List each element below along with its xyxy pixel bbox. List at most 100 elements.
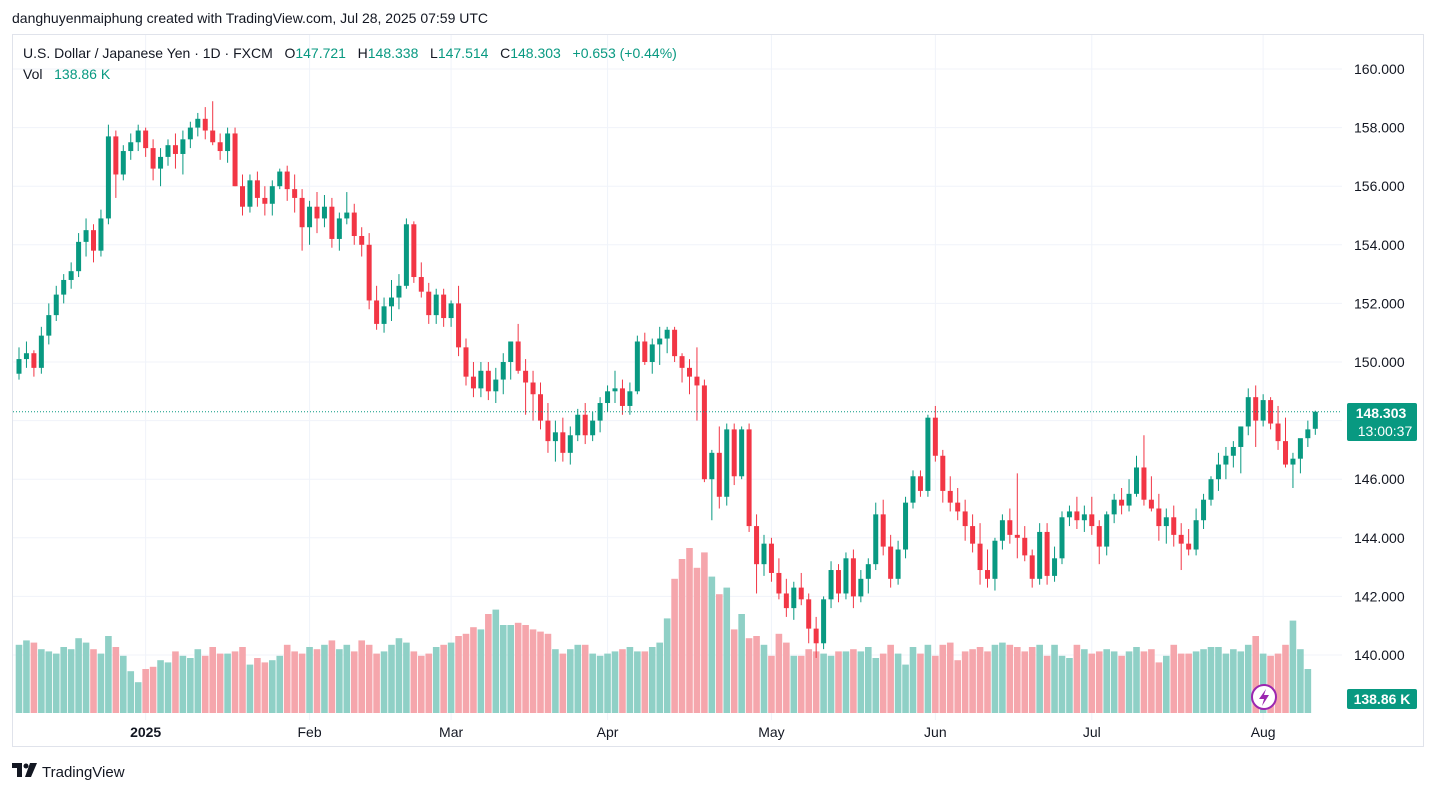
candle-body (292, 189, 298, 198)
volume-bar (142, 669, 149, 713)
candle-body (664, 329, 670, 339)
candle (366, 233, 372, 310)
volume-bar (902, 664, 909, 713)
candle (463, 338, 469, 386)
candle (768, 537, 774, 582)
candle (761, 534, 767, 576)
volume-bar (559, 653, 567, 713)
volume-bar (693, 567, 701, 713)
candle-body (120, 151, 126, 175)
candle (508, 341, 514, 380)
volume-bar (701, 552, 708, 713)
candle (128, 133, 134, 160)
candle (1148, 476, 1154, 512)
volume-bar (134, 682, 142, 713)
volume-badge-value: 138.86 K (1354, 691, 1411, 707)
volume-bar (969, 649, 976, 713)
candle (262, 186, 268, 216)
volume-bar (358, 640, 365, 713)
candle-body (977, 543, 983, 571)
candle (947, 476, 953, 512)
candle (1096, 520, 1102, 565)
volume-bar (574, 644, 582, 713)
x-axis-ticks: 2025 Feb Mar Apr May Jun Jul Aug (130, 724, 1276, 740)
candle-body (947, 490, 953, 503)
y-tick-label: 150.000 (1354, 354, 1405, 370)
volume-bar (1304, 669, 1312, 713)
candle-body (478, 370, 484, 389)
candle-body (240, 186, 245, 207)
candle-body (962, 511, 968, 527)
candle-body (530, 382, 536, 395)
volume-bar (1185, 653, 1192, 713)
candle-body (1104, 514, 1110, 547)
volume-bar (887, 644, 894, 713)
candle-body (1081, 514, 1087, 521)
volume-bar (723, 587, 731, 713)
candle (1253, 385, 1259, 447)
candle-body (61, 279, 67, 295)
candle (716, 426, 722, 509)
candle-body (754, 526, 760, 565)
candle-body (1223, 455, 1229, 465)
footer-brand[interactable]: TradingView (12, 763, 125, 781)
candle-body (1089, 514, 1095, 527)
volume-bar (1036, 644, 1043, 713)
volume-bar (708, 576, 716, 713)
candle-body (374, 300, 380, 324)
candle-body (1074, 511, 1080, 521)
candle (776, 558, 782, 600)
candle-body (158, 156, 164, 169)
candle (664, 326, 670, 354)
volume-bar (455, 636, 462, 713)
volume-badge: 138.86 K (1347, 689, 1417, 709)
candle (649, 338, 655, 374)
volume-bar (581, 644, 589, 713)
candle-body (724, 429, 730, 497)
candle-body (1245, 397, 1251, 427)
volume-bar (1006, 644, 1014, 713)
candle (895, 540, 901, 585)
volume-bar (82, 642, 90, 713)
volume-bar (60, 647, 67, 713)
candle (523, 359, 529, 415)
candle-body (247, 180, 253, 207)
candle-body (448, 303, 454, 319)
candle (329, 197, 335, 248)
candle-body (31, 353, 37, 368)
candle-body (1096, 526, 1102, 547)
candle (1260, 394, 1266, 427)
volume-bar (775, 633, 783, 713)
candle-body (1305, 429, 1311, 439)
volume-bar (738, 614, 745, 713)
candle-body (321, 206, 327, 219)
volume-bar (410, 651, 418, 713)
candle (411, 221, 417, 283)
volume-bar (216, 653, 224, 713)
candle (187, 121, 193, 149)
volume-bar (1259, 653, 1267, 713)
volume-bar (678, 559, 686, 713)
candle-body (1253, 397, 1259, 421)
candle (597, 397, 603, 433)
candle-body (1044, 531, 1050, 576)
candle (336, 212, 342, 251)
volume-bar (276, 655, 284, 713)
candle (1230, 441, 1236, 468)
volume-bar (529, 629, 537, 713)
volume-bar (373, 653, 380, 713)
tradingview-logo-icon (12, 763, 38, 781)
volume-bar (797, 655, 805, 713)
volume-bar (1192, 651, 1200, 713)
x-tick-label: 2025 (130, 724, 161, 740)
volume-bar (164, 662, 172, 713)
candle (76, 233, 82, 278)
candle-body (1193, 520, 1199, 550)
volume-bar (648, 647, 656, 713)
candle-body (508, 341, 514, 362)
candle (1245, 388, 1251, 436)
volume-bar (1244, 644, 1252, 713)
candle-body (202, 118, 208, 131)
lightning-icon[interactable] (1251, 684, 1277, 710)
